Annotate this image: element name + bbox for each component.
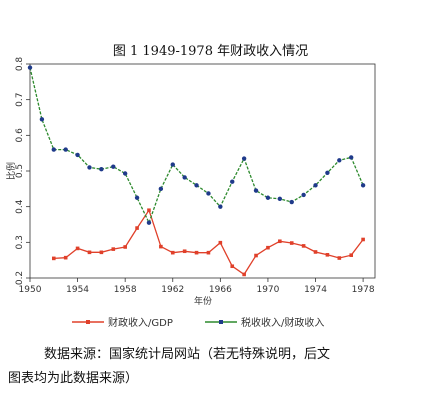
data-point: [75, 246, 80, 251]
x-tick-label: 1962: [161, 285, 184, 295]
data-point: [182, 175, 187, 180]
data-point: [289, 199, 294, 205]
data-point: [111, 164, 116, 169]
data-point: [230, 179, 235, 184]
legend-label-series-1: 财政收入/GDP: [108, 316, 173, 329]
x-tick-label: 1950: [19, 285, 42, 295]
data-point: [266, 245, 270, 250]
data-point: [254, 253, 258, 258]
data-point: [146, 220, 152, 225]
data-point: [325, 253, 330, 257]
data-point: [230, 264, 235, 269]
y-axis-label: 比例: [5, 162, 17, 180]
line-chart: 0.20.30.40.50.60.70.8 1950 1954 1958 1962 19…: [5, 57, 376, 329]
data-point: [159, 244, 163, 249]
data-point: [253, 188, 259, 193]
y-tick-label: 0.4: [15, 199, 25, 214]
data-point: [99, 167, 104, 172]
y-tick-label: 0.6: [15, 128, 25, 143]
data-point: [135, 226, 139, 230]
x-tick-label: 1954: [66, 285, 89, 295]
x-axis-label: 年份: [194, 295, 212, 307]
data-point: [278, 239, 282, 244]
data-point: [134, 195, 140, 200]
x-tick-label: 1958: [114, 285, 137, 295]
data-point: [242, 272, 246, 277]
y-axis: 0.2 0.3 0.4 0.5 0.6 0.7 0.8: [15, 57, 30, 285]
data-point: [123, 245, 127, 249]
data-point: [147, 208, 151, 213]
data-point: [63, 255, 68, 260]
y-tick-label: 0.8: [15, 57, 25, 72]
x-tick-label: 1970: [256, 285, 279, 295]
data-point: [182, 249, 187, 254]
data-point: [361, 237, 365, 242]
data-point: [360, 183, 366, 188]
data-point: [63, 147, 68, 152]
data-point: [51, 147, 56, 152]
data-point: [277, 196, 283, 202]
data-point: [313, 250, 318, 254]
data-point: [218, 240, 223, 245]
data-point: [349, 253, 354, 257]
data-point: [194, 183, 199, 188]
data-point: [170, 162, 175, 167]
y-tick-label: 0.7: [15, 93, 25, 107]
data-point: [122, 171, 128, 176]
data-point: [325, 170, 330, 175]
data-point: [218, 204, 223, 209]
data-point: [313, 183, 318, 188]
y-tick-label: 0.3: [15, 235, 25, 249]
data-point: [99, 250, 104, 255]
data-point: [39, 117, 45, 122]
chart-legend: 财政收入/GDP 税收收入/财政收入: [72, 316, 324, 329]
data-point: [27, 65, 33, 70]
y-tick-label: 0.2: [15, 271, 25, 285]
data-point: [51, 256, 56, 261]
data-point: [337, 256, 342, 260]
data-point: [206, 191, 211, 196]
plot-frame: [29, 63, 376, 279]
data-point: [301, 192, 306, 198]
data-point: [301, 244, 306, 248]
data-point: [289, 241, 294, 245]
data-point: [241, 156, 247, 161]
series-line-2: [29, 67, 364, 225]
data-point: [206, 250, 211, 255]
x-tick-label: 1978: [352, 285, 375, 295]
data-point: [158, 186, 164, 192]
x-tick-label: 1974: [304, 285, 327, 295]
data-point: [349, 155, 354, 160]
data-point: [111, 247, 116, 251]
data-point: [337, 158, 342, 163]
source-note-line-2: 图表均为此数据来源）: [8, 371, 139, 386]
data-point: [170, 250, 175, 255]
legend-marker-series-2: [219, 320, 223, 324]
legend-marker-series-1: [86, 320, 90, 324]
data-point: [87, 250, 92, 255]
data-point: [265, 195, 271, 200]
series-line-1: [53, 208, 364, 276]
x-axis: 1950 1954 1958 1962 1966 1970 1974 1978: [19, 278, 375, 295]
data-point: [87, 165, 92, 170]
x-tick-label: 1966: [209, 285, 232, 295]
y-tick-label: 0.5: [15, 164, 25, 178]
legend-label-series-2: 税收收入/财政收入: [241, 316, 324, 329]
chart-title: 图 1 1949-1978 年财政收入情况: [112, 44, 309, 59]
chart-axes: [29, 63, 376, 279]
data-point: [75, 152, 80, 158]
chart-series: [27, 65, 366, 277]
source-note-line-1: 数据来源：国家统计局网站（若无特殊说明，后文: [44, 347, 331, 362]
data-point: [194, 250, 199, 255]
